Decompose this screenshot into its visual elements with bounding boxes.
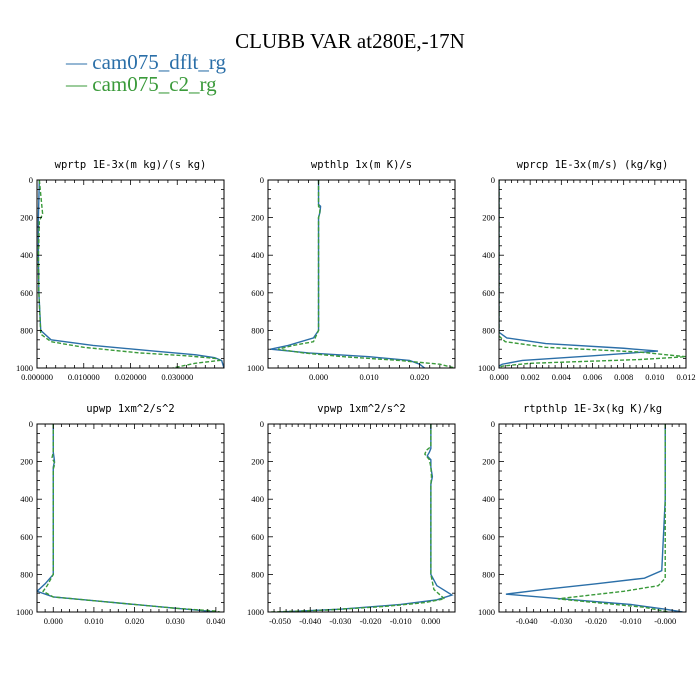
y-tick-label: 200 <box>20 213 33 223</box>
y-tick-label: 0 <box>29 419 33 429</box>
x-tick-label: 0.008 <box>614 372 633 382</box>
y-tick-label: 200 <box>482 213 495 223</box>
x-tick-label: -0.020 <box>360 616 382 626</box>
x-tick-label: 0.000 <box>44 616 63 626</box>
x-tick-label: 0.010 <box>84 616 103 626</box>
figure-title: CLUBB VAR at280E,-17N <box>235 29 465 53</box>
legend-entry-dflt: — cam075_dflt_rg <box>65 50 227 74</box>
series-line-c2 <box>557 424 669 612</box>
series-line-c2 <box>277 180 455 368</box>
y-tick-label: 600 <box>20 532 33 542</box>
legend-entry-c2: — cam075_c2_rg <box>65 72 217 96</box>
x-tick-label: 0.006 <box>583 372 602 382</box>
x-tick-label: 0.010000 <box>68 372 100 382</box>
y-tick-label: 800 <box>251 569 264 579</box>
y-tick-label: 0 <box>491 175 495 185</box>
y-tick-label: 200 <box>482 457 495 467</box>
y-tick-label: 600 <box>20 288 33 298</box>
panel-3: wprcp 1E-3x(m/s) (kg/kg) 0 200 400 600 800 100… <box>478 159 696 382</box>
series-line-c2 <box>270 424 446 612</box>
panel-4: upwp 1xm^2/s^2 0 200 400 600 800 1000 0.000 0.01… <box>16 403 225 626</box>
y-tick-label: 400 <box>20 250 33 260</box>
x-tick-label: 0.020 <box>410 372 429 382</box>
y-tick-label: 1000 <box>478 363 495 373</box>
x-tick-label: -0.000 <box>654 616 676 626</box>
series-line-c2 <box>37 180 222 368</box>
x-tick-label: -0.020 <box>585 616 607 626</box>
y-tick-label: 400 <box>20 494 33 504</box>
panel-grid: wprtp 1E-3x(m kg)/(s kg) 0 200 400 600 800 100… <box>16 159 696 626</box>
series-line-dflt <box>270 180 426 368</box>
x-tick-label: 0.004 <box>552 372 572 382</box>
y-tick-label: 800 <box>251 325 264 335</box>
panel-title: rtpthlp 1E-3x(kg K)/kg <box>523 403 662 415</box>
panel-6: rtpthlp 1E-3x(kg K)/kg 0 200 400 600 800 1000 -… <box>478 403 687 626</box>
x-tick-label: 0.000 <box>421 616 440 626</box>
y-tick-label: 400 <box>251 494 264 504</box>
y-tick-label: 0 <box>491 419 495 429</box>
panel-title: upwp 1xm^2/s^2 <box>86 403 175 415</box>
y-tick-label: 600 <box>482 288 495 298</box>
y-tick-label: 600 <box>251 532 264 542</box>
x-tick-label: 0.040 <box>206 616 225 626</box>
series-line-dflt <box>37 424 216 612</box>
y-tick-label: 400 <box>482 250 495 260</box>
y-tick-label: 200 <box>251 457 264 467</box>
x-tick-label: -0.050 <box>269 616 291 626</box>
panel-1: wprtp 1E-3x(m kg)/(s kg) 0 200 400 600 800 100… <box>16 159 225 382</box>
y-tick-label: 200 <box>20 457 33 467</box>
x-tick-label: 0.010 <box>360 372 379 382</box>
series-line-c2 <box>42 424 221 612</box>
y-tick-label: 1000 <box>16 607 33 617</box>
y-tick-label: 1000 <box>16 363 33 373</box>
series-line-c2 <box>499 180 686 368</box>
y-tick-label: 600 <box>482 532 495 542</box>
panel-5: vpwp 1xm^2/s^2 0 200 400 600 800 1000 -0.050 -0.… <box>247 403 456 626</box>
y-tick-label: 400 <box>482 494 495 504</box>
y-tick-label: 200 <box>251 213 264 223</box>
plot-frame <box>267 179 456 369</box>
x-tick-label: 0.000 <box>309 372 328 382</box>
x-tick-label: 0.020 <box>125 616 144 626</box>
x-tick-label: 0.000 <box>489 372 508 382</box>
panel-title: vpwp 1xm^2/s^2 <box>317 403 406 415</box>
x-tick-label: 0.010 <box>645 372 664 382</box>
x-tick-label: -0.010 <box>390 616 412 626</box>
y-tick-label: 0 <box>260 419 264 429</box>
x-tick-label: 0.000000 <box>21 372 53 382</box>
x-tick-label: 0.020000 <box>115 372 147 382</box>
plot-frame <box>498 179 687 369</box>
y-tick-label: 800 <box>482 325 495 335</box>
series-line-dflt <box>499 180 659 368</box>
series-line-dflt <box>37 180 224 368</box>
x-tick-label: -0.030 <box>550 616 572 626</box>
panel-2: wpthlp 1x(m K)/s 0 200 400 600 800 1000 0.000 0.… <box>247 159 456 382</box>
x-tick-label: -0.040 <box>516 616 538 626</box>
panel-title: wprcp 1E-3x(m/s) (kg/kg) <box>517 159 669 171</box>
plot-frame <box>267 423 456 613</box>
x-tick-label: -0.010 <box>620 616 642 626</box>
y-tick-label: 400 <box>251 250 264 260</box>
x-tick-label: 0.002 <box>521 372 540 382</box>
y-tick-label: 800 <box>20 569 33 579</box>
y-tick-label: 0 <box>260 175 264 185</box>
y-tick-label: 600 <box>251 288 264 298</box>
plot-frame <box>36 423 225 613</box>
x-tick-label: 0.030 <box>166 616 185 626</box>
plot-frame <box>36 179 225 369</box>
x-tick-label: -0.040 <box>299 616 321 626</box>
y-tick-label: 1000 <box>247 607 264 617</box>
series-line-dflt <box>505 424 683 612</box>
x-tick-label: 0.030000 <box>161 372 193 382</box>
x-tick-label: -0.030 <box>329 616 351 626</box>
x-tick-label: 0.012 <box>676 372 695 382</box>
panel-title: wpthlp 1x(m K)/s <box>311 159 412 171</box>
panel-title: wprtp 1E-3x(m kg)/(s kg) <box>55 159 207 171</box>
y-tick-label: 0 <box>29 175 33 185</box>
y-tick-label: 800 <box>20 325 33 335</box>
y-tick-label: 1000 <box>478 607 495 617</box>
y-tick-label: 1000 <box>247 363 264 373</box>
y-tick-label: 800 <box>482 569 495 579</box>
